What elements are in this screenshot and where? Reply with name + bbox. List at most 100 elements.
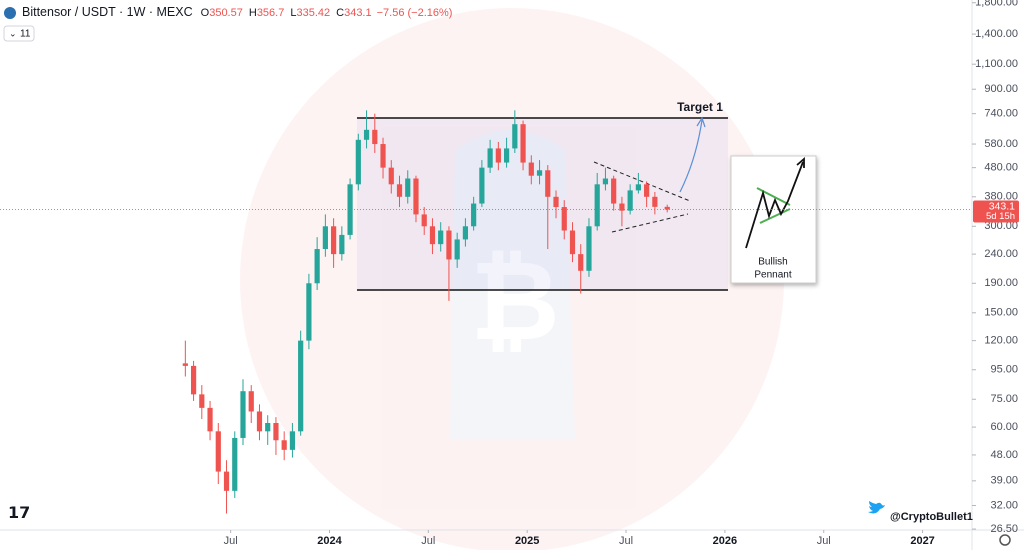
ohlc-value: 335.42 <box>296 7 330 19</box>
ohlc-value: 350.57 <box>209 7 243 19</box>
interval-count: 11 <box>20 29 31 40</box>
inset: Bullish Pennant <box>730 155 817 284</box>
x-tick-label: Jul <box>619 535 633 547</box>
candle-body <box>594 184 600 227</box>
y-tick-label: 900.00 <box>984 83 1018 95</box>
candle-body <box>454 239 460 260</box>
candle-body <box>471 203 477 227</box>
candle-body <box>322 226 328 250</box>
candle-body <box>602 178 609 185</box>
candle-body <box>664 206 670 210</box>
candle-body <box>503 148 510 163</box>
y-tick-label: 26.50 <box>990 523 1018 535</box>
ohlc-value: 343.1 <box>344 7 372 19</box>
settings-icon[interactable] <box>999 534 1011 546</box>
price-tag <box>973 200 1019 223</box>
candle-body <box>372 129 378 145</box>
y-tick-label: 150.00 <box>984 307 1018 319</box>
candle-body <box>232 437 238 491</box>
candle-body <box>265 423 271 432</box>
candle-body <box>635 184 641 191</box>
candle-body <box>215 431 221 472</box>
candle-body <box>569 230 576 255</box>
candle-body <box>586 226 592 271</box>
candle-body <box>355 139 361 185</box>
change: −7.56 (−2.16%) <box>377 7 453 19</box>
candle-body <box>223 471 230 491</box>
y-tick-label: 240.00 <box>984 248 1018 260</box>
candle-body <box>190 365 197 395</box>
ohlc-label: O <box>201 7 210 19</box>
y-tick-label: 32.00 <box>990 499 1018 511</box>
y-tick-label: 48.00 <box>990 449 1018 461</box>
title: Bittensor / USDT · 1W · MEXC <box>22 5 193 19</box>
ohlc-value: 356.7 <box>257 7 285 19</box>
y-tick-label: 75.00 <box>990 393 1018 405</box>
candle-body <box>438 230 444 245</box>
y-tick-label: 480.00 <box>984 162 1018 174</box>
candle-body <box>199 394 205 408</box>
y-tick-label: 300.00 <box>984 220 1018 232</box>
x-tick-label: Jul <box>224 535 238 547</box>
candle-body <box>578 254 584 271</box>
candle-body <box>363 129 370 140</box>
credit: @CryptoBullet1 <box>890 511 973 523</box>
candle-body <box>487 148 493 168</box>
candle-body <box>479 167 485 204</box>
candle-body <box>611 178 617 204</box>
x-tick-label: 2027 <box>910 535 934 547</box>
candle-body <box>536 170 543 176</box>
candle-body <box>553 196 559 208</box>
y-tick-label: 60.00 <box>990 421 1018 433</box>
header: Bittensor / USDT · 1W · MEXC O350.57 H356.… <box>22 5 452 19</box>
candle-body <box>446 230 452 260</box>
x-tick-label: 2026 <box>713 535 737 547</box>
x-tick-label: 2025 <box>515 535 539 547</box>
price-tag-value: 343.1 <box>989 200 1015 212</box>
candle-body <box>462 226 469 240</box>
y-tick-label: 580.00 <box>984 138 1018 150</box>
candle-body <box>396 184 403 197</box>
candle-body <box>528 162 534 176</box>
candle-body <box>256 411 263 432</box>
inset-label: Bullish <box>758 257 787 268</box>
tv-logo: 𝟭𝟳 <box>8 505 30 522</box>
y-tick-label: 740.00 <box>984 108 1018 120</box>
candle-body <box>421 214 427 227</box>
candle-body <box>380 144 386 168</box>
candle-body <box>281 440 287 450</box>
candle-body <box>339 234 345 255</box>
candle-body <box>619 203 625 211</box>
y-tick-label: 1,400.00 <box>975 28 1018 40</box>
x-tick-label: 2024 <box>317 535 342 547</box>
candle-body <box>240 391 246 438</box>
chevron: ⌄ <box>9 28 17 38</box>
y-tick-label: 1,100.00 <box>975 58 1018 70</box>
y-tick-label: 380.00 <box>984 191 1018 203</box>
ohlc-label: C <box>336 7 344 19</box>
candle-body <box>561 207 567 231</box>
candle-body <box>388 167 394 185</box>
svg-text:₿: ₿ <box>470 240 560 363</box>
candle-body <box>314 249 320 284</box>
inset-label: Pennant <box>754 270 791 281</box>
y-tick-label: 190.00 <box>984 277 1018 289</box>
candle-body <box>627 190 633 211</box>
twitter-icon <box>868 501 885 514</box>
candle-body <box>298 340 304 432</box>
y-tick-label: 95.00 <box>990 364 1018 376</box>
arrow-head <box>696 116 706 128</box>
candle-body <box>405 178 411 197</box>
candle-body <box>545 170 551 197</box>
interval-box[interactable] <box>3 25 35 42</box>
y-tick-label: 1,800.00 <box>975 0 1018 9</box>
candle-body <box>429 226 436 245</box>
candle-body <box>644 184 650 197</box>
candle-body <box>182 363 188 366</box>
candle-body <box>520 124 526 163</box>
candle-body <box>413 178 419 215</box>
candle-body <box>207 407 213 432</box>
ohlc-label: H <box>249 7 257 19</box>
target-label: Target 1 <box>677 100 723 114</box>
